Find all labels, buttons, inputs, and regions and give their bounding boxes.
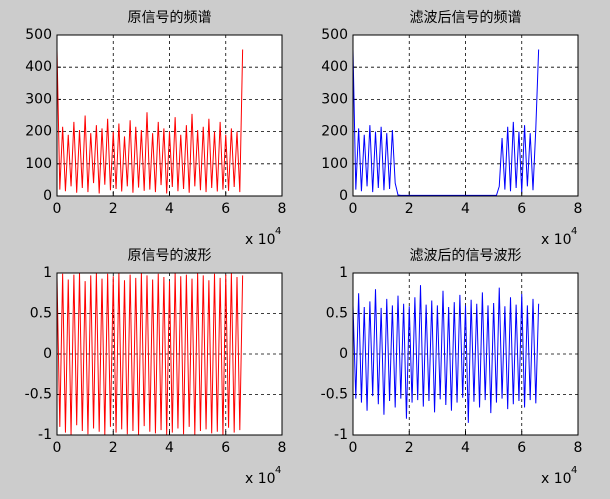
chart-title: 原信号的波形 — [128, 248, 212, 264]
x-scale-label: x 10 — [245, 232, 276, 248]
x-tick-label: 4 — [165, 440, 174, 456]
x-tick-label: 0 — [349, 440, 358, 456]
x-scale-exponent: 4 — [275, 465, 281, 476]
x-scale-exponent: 4 — [571, 465, 577, 476]
y-tick-label: 500 — [321, 27, 348, 43]
y-tick-label: 0 — [43, 188, 52, 204]
x-tick-label: 4 — [461, 440, 470, 456]
y-tick-label: 0 — [339, 346, 348, 362]
x-tick-label: 6 — [221, 201, 230, 217]
x-tick-label: 6 — [517, 201, 526, 217]
y-tick-label: 1 — [43, 265, 52, 281]
data-line — [352, 285, 540, 423]
chart-title: 滤波后信号的频谱 — [410, 10, 522, 26]
y-tick-label: 400 — [321, 59, 348, 75]
x-tick-label: 0 — [53, 201, 62, 217]
y-tick-label: 300 — [321, 91, 348, 107]
y-tick-label: 0.5 — [30, 306, 52, 322]
x-tick-label: 8 — [278, 440, 287, 456]
data-line — [56, 49, 244, 194]
y-tick-label: 0.5 — [326, 306, 348, 322]
x-scale-exponent: 4 — [571, 226, 577, 237]
x-tick-label: 0 — [349, 201, 358, 217]
x-scale-label: x 10 — [245, 471, 276, 487]
chart-title: 原信号的频谱 — [128, 10, 212, 26]
axes-box — [352, 34, 579, 197]
y-tick-label: 1 — [339, 265, 348, 281]
x-tick-label: 0 — [53, 440, 62, 456]
data-line — [56, 272, 244, 436]
y-tick-label: -1 — [38, 427, 52, 443]
x-tick-label: 2 — [109, 201, 118, 217]
y-tick-label: 400 — [25, 59, 52, 75]
x-tick-label: 4 — [165, 201, 174, 217]
chart-title: 滤波后的信号波形 — [410, 248, 522, 264]
y-tick-label: -0.5 — [25, 387, 52, 403]
x-tick-label: 6 — [221, 440, 230, 456]
x-tick-label: 8 — [574, 201, 583, 217]
x-scale-label: x 10 — [541, 232, 572, 248]
x-scale-label: x 10 — [541, 471, 572, 487]
x-tick-label: 2 — [405, 440, 414, 456]
y-tick-label: 100 — [25, 156, 52, 172]
x-tick-label: 8 — [278, 201, 287, 217]
y-tick-label: -1 — [334, 427, 348, 443]
data-line — [352, 49, 540, 196]
axes-box — [56, 272, 283, 436]
axes-box — [56, 34, 283, 197]
x-tick-label: 4 — [461, 201, 470, 217]
x-tick-label: 2 — [109, 440, 118, 456]
x-tick-label: 2 — [405, 201, 414, 217]
x-tick-label: 8 — [574, 440, 583, 456]
y-tick-label: 0 — [339, 188, 348, 204]
axes-box — [352, 272, 579, 436]
y-tick-label: 0 — [43, 346, 52, 362]
y-tick-label: 300 — [25, 91, 52, 107]
x-scale-exponent: 4 — [275, 226, 281, 237]
y-tick-label: 200 — [25, 124, 52, 140]
y-tick-label: -0.5 — [321, 387, 348, 403]
x-tick-label: 6 — [517, 440, 526, 456]
y-tick-label: 200 — [321, 124, 348, 140]
y-tick-label: 100 — [321, 156, 348, 172]
y-tick-label: 500 — [25, 27, 52, 43]
